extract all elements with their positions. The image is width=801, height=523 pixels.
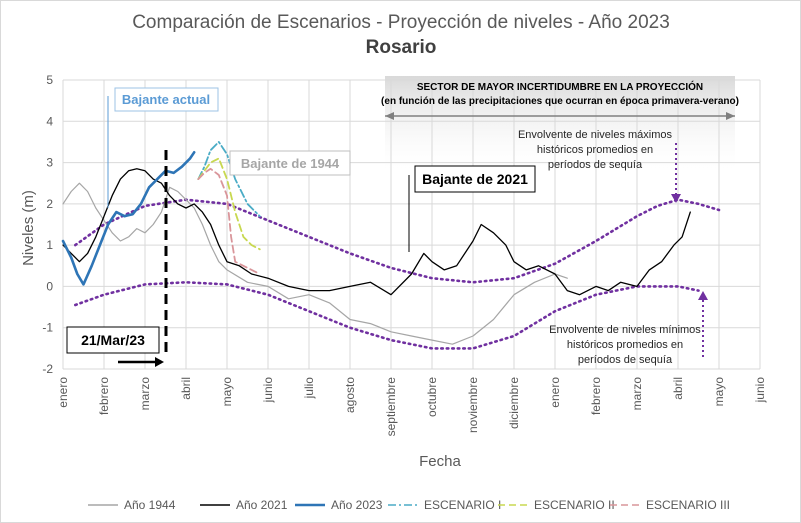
y-tick-label: 5: [46, 73, 53, 87]
series-ano-1944-line: [62, 182, 568, 345]
current-date-arrow-head: [155, 357, 164, 367]
legend-label: ESCENARIO II: [534, 498, 615, 512]
env-min-note-1: Envolvente de niveles mínimos: [549, 324, 701, 336]
series-layer: [61, 140, 721, 350]
y-tick-label: -2: [42, 362, 53, 376]
x-tick-label: mayo: [712, 377, 726, 407]
annotations: SECTOR DE MAYOR INCERTIDUMBRE EN LA PROY…: [66, 80, 739, 367]
bajante-2021-box: [414, 165, 536, 193]
y-tick-label: 2: [46, 197, 53, 211]
bajante-actual-box: [114, 87, 219, 112]
series-escenario-iii-line: [197, 167, 261, 275]
x-tick-label: marzo: [138, 377, 152, 411]
y-tick-label: 4: [46, 114, 53, 128]
x-tick-label: julio: [302, 377, 316, 400]
series-ano-2023-line: [61, 151, 196, 286]
bajante-actual-label: Bajante actual: [122, 92, 210, 107]
series-escenario-i-line: [197, 140, 261, 218]
x-tick-label: febrero: [589, 377, 603, 415]
y-axis-label: Niveles (m): [20, 190, 37, 266]
x-tick-label: abril: [179, 377, 193, 400]
x-tick-label: enero: [56, 377, 70, 408]
legend-label: Año 2023: [331, 498, 383, 512]
legend-label: ESCENARIO I: [424, 498, 501, 512]
bajante-2021-label: Bajante de 2021: [422, 171, 528, 187]
env-min-note-3: períodos de sequía: [578, 354, 673, 366]
x-tick-label: enero: [548, 377, 562, 408]
env-max-pointer-head: [671, 194, 681, 203]
y-tick-label: -1: [42, 321, 53, 335]
legend: Año 1944 Año 2021 Año 2023 ESCENARIO I ESCEN…: [88, 498, 730, 512]
series-ano-2021-line: [62, 168, 691, 296]
series-escenario-ii-line: [197, 157, 261, 251]
y-tick-label: 3: [46, 156, 53, 170]
legend-label: Año 1944: [124, 498, 176, 512]
sector-subtitle: (en función de las precipitaciones que o…: [381, 96, 739, 107]
legend-label: Año 2021: [236, 498, 288, 512]
bajante-1944-box: [229, 150, 351, 176]
current-date-label: 21/Mar/23: [81, 332, 145, 348]
legend-label: ESCENARIO III: [646, 498, 730, 512]
x-tick-label: septiembre: [384, 377, 398, 437]
y-tick-label: 0: [46, 279, 53, 293]
current-date-box: [66, 326, 160, 354]
x-tick-label: junio: [753, 377, 767, 404]
x-tick-label: agosto: [343, 377, 357, 413]
env-max-note-2: históricos promedios en: [537, 144, 653, 156]
sector-title: SECTOR DE MAYOR INCERTIDUMBRE EN LA PROY…: [417, 80, 703, 93]
x-axis-label: Fecha: [419, 453, 461, 470]
x-tick-label: noviembre: [466, 377, 480, 433]
bajante-1944-label: Bajante de 1944: [241, 156, 340, 171]
env-max-note-1: Envolvente de niveles máximos: [518, 129, 673, 141]
x-tick-label: diciembre: [507, 377, 521, 429]
x-tick-label: marzo: [630, 377, 644, 411]
y-tick-label: 1: [46, 238, 53, 252]
envelope-max-line: [74, 198, 721, 284]
chart-title: Comparación de Escenarios - Proyección d…: [132, 12, 670, 33]
y-tick-labels: -2 -1 0 1 2 3 4 5: [42, 73, 53, 376]
x-tick-label: octubre: [425, 377, 439, 417]
env-min-pointer-head: [698, 291, 708, 300]
x-tick-label: mayo: [220, 377, 234, 407]
env-min-note-2: históricos promedios en: [567, 339, 683, 351]
x-tick-label: abril: [671, 377, 685, 400]
envelope-min-line: [74, 280, 700, 350]
x-tick-label: junio: [261, 377, 275, 404]
env-max-note-3: períodos de sequía: [548, 159, 643, 171]
x-tick-labels: enero febrero marzo abril mayo junio julio agos…: [56, 377, 767, 437]
chart-subtitle: Rosario: [366, 37, 437, 58]
x-tick-label: febrero: [97, 377, 111, 415]
